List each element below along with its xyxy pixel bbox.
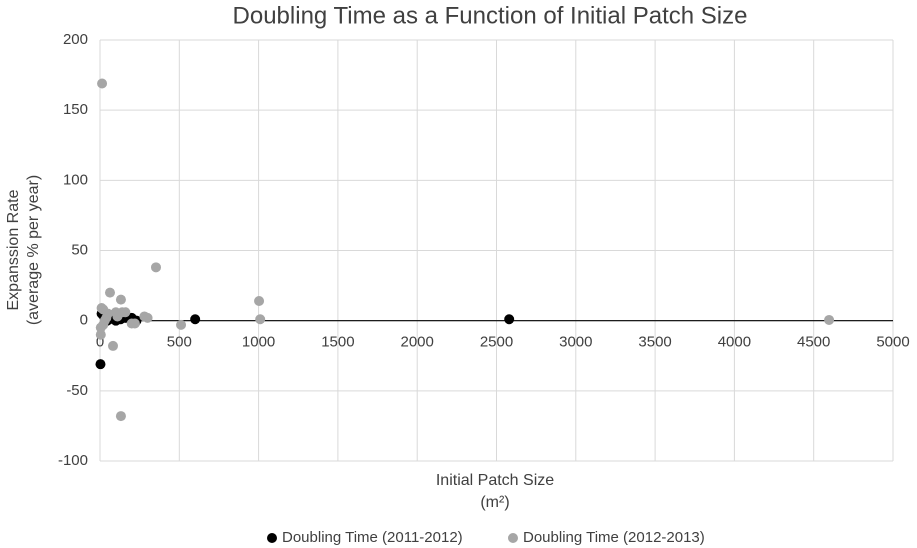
point bbox=[504, 314, 515, 325]
x-axis-title: (m²) bbox=[480, 494, 509, 511]
y-tick-label: -50 bbox=[66, 382, 88, 399]
point bbox=[98, 319, 109, 330]
point bbox=[176, 319, 187, 330]
point bbox=[102, 308, 113, 319]
x-tick-label: 5000 bbox=[876, 334, 909, 351]
point bbox=[824, 314, 835, 325]
point bbox=[97, 78, 108, 89]
x-tick-label: 1000 bbox=[242, 334, 275, 351]
point bbox=[115, 411, 126, 422]
x-tick-label: 4000 bbox=[718, 334, 751, 351]
point bbox=[104, 287, 115, 298]
x-tick-label: 2000 bbox=[401, 334, 434, 351]
y-tick-label: 200 bbox=[63, 31, 88, 48]
x-tick-label: 1500 bbox=[321, 334, 354, 351]
y-tick-label: 150 bbox=[63, 101, 88, 118]
x-tick-label: 3500 bbox=[638, 334, 671, 351]
point bbox=[254, 296, 265, 307]
x-tick-label: 4500 bbox=[797, 334, 830, 351]
legend-marker bbox=[267, 533, 277, 543]
point bbox=[95, 359, 106, 370]
x-axis-title: Initial Patch Size bbox=[436, 472, 554, 489]
point bbox=[126, 318, 137, 329]
point bbox=[255, 314, 266, 325]
y-tick-label: -100 bbox=[58, 452, 88, 469]
point bbox=[108, 340, 119, 351]
point bbox=[95, 329, 106, 340]
legend-label: Doubling Time (2012-2013) bbox=[523, 529, 705, 546]
x-tick-label: 500 bbox=[167, 334, 192, 351]
y-tick-label: 100 bbox=[63, 171, 88, 188]
chart-title: Doubling Time as a Function of Initial P… bbox=[233, 2, 748, 29]
y-axis-title: Expanssion Rate bbox=[5, 189, 22, 310]
y-tick-label: 0 bbox=[80, 312, 88, 329]
point bbox=[115, 294, 126, 305]
y-axis-title: (average % per year) bbox=[25, 175, 42, 325]
legend-label: Doubling Time (2011-2012) bbox=[282, 529, 463, 546]
point bbox=[190, 314, 201, 325]
point bbox=[142, 312, 153, 323]
x-tick-label: 0 bbox=[96, 334, 104, 351]
point bbox=[150, 262, 161, 273]
point bbox=[112, 311, 123, 322]
x-tick-label: 2500 bbox=[480, 334, 513, 351]
x-tick-label: 3000 bbox=[559, 334, 592, 351]
legend-marker bbox=[508, 533, 518, 543]
y-tick-label: 50 bbox=[71, 241, 88, 258]
